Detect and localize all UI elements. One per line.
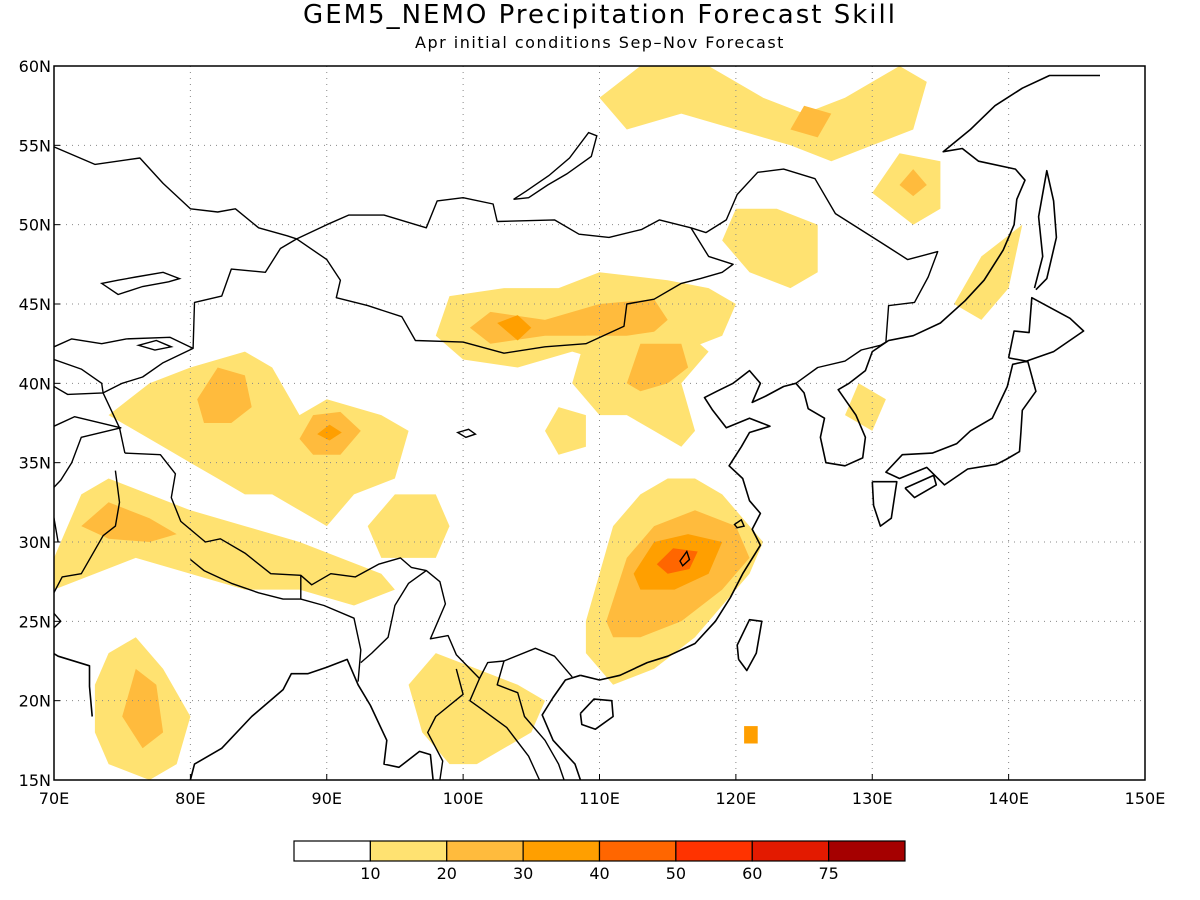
- coastline-shikoku: [904, 474, 938, 499]
- skill-region-tibet-south-core: [81, 502, 177, 542]
- lon-label-90: 90E: [312, 789, 342, 808]
- skill-region-siberia-east-core: [790, 105, 832, 138]
- coastline-hainan: [579, 698, 614, 731]
- lake-lake-issyk-kul: [136, 339, 174, 351]
- legend-label-10: 10: [360, 864, 380, 883]
- border-afghanistan: [54, 416, 122, 543]
- skill-region-india-south-core: [122, 668, 164, 749]
- border-russia-kazakhstan: [54, 146, 297, 240]
- lat-label-25: 25N: [19, 612, 51, 631]
- lon-label-110: 110E: [579, 789, 620, 808]
- skill-fill-layer: [54, 66, 1023, 780]
- border-mongolia-russia: [296, 196, 692, 240]
- lon-label-140: 140E: [988, 789, 1029, 808]
- lat-label-30: 30N: [19, 533, 51, 552]
- border-thailand-myanmar: [427, 668, 464, 780]
- legend-label-40: 40: [589, 864, 609, 883]
- skill-region-tibet-south-belt: [54, 478, 395, 606]
- legend-label-30: 30: [513, 864, 533, 883]
- border-china-russia-northeast: [690, 168, 939, 346]
- skill-region-korea-east: [845, 383, 886, 431]
- coastline-hokkaido: [1007, 296, 1085, 362]
- legend-label-75: 75: [818, 864, 838, 883]
- border-himalaya-border: [124, 452, 573, 680]
- legend-box-1: [369, 840, 448, 862]
- skill-region-myanmar-north: [367, 494, 450, 558]
- lat-label-20: 20N: [19, 692, 51, 711]
- lat-label-45: 45N: [19, 295, 51, 314]
- legend-label-20: 20: [437, 864, 457, 883]
- legend-box-4: [598, 840, 677, 862]
- lon-label-100: 100E: [443, 789, 484, 808]
- legend-label-50: 50: [666, 864, 686, 883]
- border-central-asia: [54, 358, 104, 396]
- coastline-honshu: [885, 360, 1037, 486]
- lon-label-130: 130E: [852, 789, 893, 808]
- skill-region-north-china-core: [626, 343, 689, 392]
- legend-box-0: [293, 840, 371, 862]
- border-china-mongolia: [296, 227, 734, 354]
- color-legend: 10 20 30 40 50 60 75: [293, 840, 906, 883]
- border-india-myanmar: [360, 570, 427, 664]
- legend-box-3: [522, 840, 601, 862]
- lake-lake-baikal: [513, 131, 598, 200]
- coastline-sakhalin: [1033, 169, 1058, 291]
- lat-label-40: 40N: [19, 374, 51, 393]
- skill-region-tibet-west-core-a: [197, 367, 252, 423]
- legend-box-2: [446, 840, 524, 862]
- skill-region-tibet-west: [108, 351, 409, 527]
- coastline-taiwan: [736, 618, 763, 672]
- skill-region-siberia-east: [599, 66, 927, 162]
- legend-label-60: 60: [742, 864, 762, 883]
- skill-region-tibet-west-peak: [317, 424, 342, 441]
- lat-label-50: 50N: [19, 216, 51, 235]
- map-title: GEM5_NEMO Precipitation Forecast Skill: [303, 0, 897, 30]
- lat-label-60: 60N: [19, 57, 51, 76]
- lon-label-80: 80E: [175, 789, 205, 808]
- geography-layer: [54, 74, 1100, 780]
- lat-label-35: 35N: [19, 454, 51, 473]
- lake-lake-balkhash: [99, 271, 182, 296]
- lake-poyang-lake: [679, 549, 691, 567]
- map-subtitle: Apr initial conditions Sep–Nov Forecast: [415, 33, 785, 52]
- border-bangladesh: [300, 598, 362, 682]
- skill-region-manchuria: [722, 208, 818, 289]
- coastline-india-west-coast: [54, 652, 93, 717]
- skill-region-inner-mongolia-center: [497, 315, 532, 341]
- border-kazakh-kyrgyz: [54, 336, 194, 350]
- border-indochina-inner: [469, 678, 542, 780]
- border-china-korea: [795, 344, 881, 384]
- border-india-pakistan: [54, 470, 121, 629]
- legend-box-7: [828, 840, 906, 862]
- lon-label-150: 150E: [1125, 789, 1166, 808]
- legend-box-5: [675, 840, 753, 862]
- lat-label-15: 15N: [19, 771, 51, 790]
- border-vietnam-laos: [496, 660, 565, 780]
- coastline-kyushu: [871, 480, 898, 527]
- legend-box-6: [751, 840, 830, 862]
- axis-labels: 70E 80E 90E 100E 110E 120E 130E 140E 150E 15N 20N 2…: [19, 57, 1166, 808]
- skill-region-taiwan-spot: [744, 726, 758, 744]
- coastline-asia-east-coast: [580, 74, 1100, 681]
- skill-region-east-siberia-coast-core: [899, 169, 927, 197]
- skill-region-indochina: [408, 653, 545, 765]
- lake-tai-lake: [733, 518, 746, 529]
- coastline-indochina-coast: [541, 674, 582, 780]
- coastline-bay-of-bengal-coast: [189, 658, 434, 780]
- lake-qinghai-lake: [455, 428, 477, 439]
- lon-label-70: 70E: [39, 789, 69, 808]
- skill-region-loess-plateau: [545, 407, 586, 455]
- lat-label-55: 55N: [19, 136, 51, 155]
- lon-label-120: 120E: [716, 789, 757, 808]
